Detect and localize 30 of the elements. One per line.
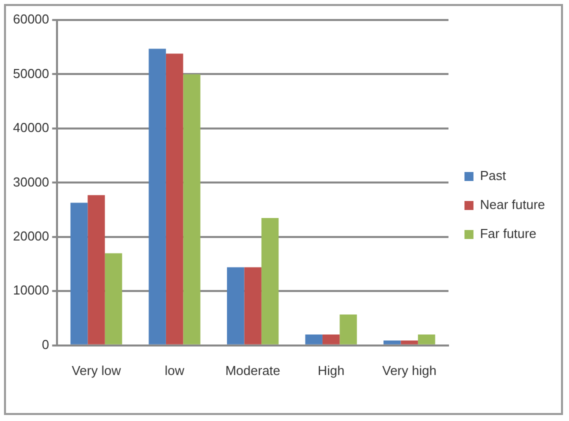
- bar: [322, 334, 340, 344]
- bar: [261, 218, 279, 344]
- bar: [418, 334, 436, 344]
- x-tick-label: low: [164, 362, 185, 378]
- legend-label: Far future: [480, 226, 536, 242]
- x-tick-label: High: [318, 362, 344, 378]
- bar: [166, 54, 184, 344]
- bar: [305, 334, 322, 344]
- x-tick-label: Moderate: [225, 362, 280, 378]
- x-tick-label: Very low: [72, 362, 122, 378]
- y-tick-label: 40000: [12, 120, 50, 136]
- x-tick-label: Very high: [382, 362, 436, 378]
- y-tick-label: 10000: [12, 282, 50, 298]
- bar: [340, 314, 357, 344]
- y-tick-label: 0: [42, 336, 50, 352]
- y-tick-label: 30000: [12, 174, 50, 190]
- bar: [70, 202, 88, 344]
- bar: [88, 195, 105, 344]
- legend-label: Near future: [480, 197, 546, 212]
- bar: [400, 340, 418, 344]
- y-tick-label: 50000: [12, 66, 50, 81]
- bar: [244, 267, 262, 344]
- bar: [183, 74, 200, 344]
- y-tick-label: 60000: [12, 12, 50, 27]
- bar: [226, 267, 244, 344]
- bar: [384, 340, 401, 344]
- y-tick-label: 20000: [12, 228, 50, 244]
- bar: [148, 48, 166, 344]
- legend-label: Past: [480, 168, 506, 184]
- bar: [104, 253, 122, 344]
